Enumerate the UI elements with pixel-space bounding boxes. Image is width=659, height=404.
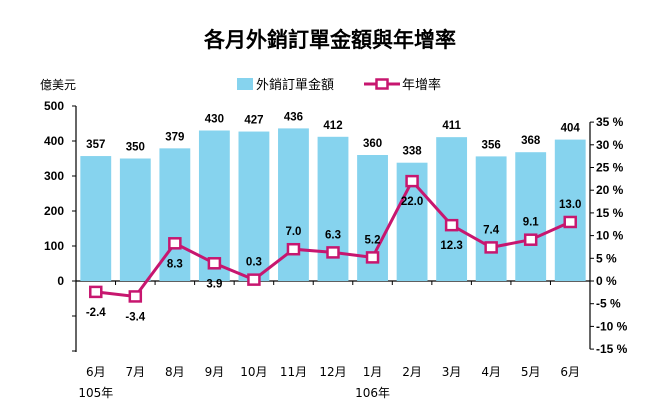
bar (475, 156, 507, 281)
bar (238, 131, 270, 281)
growth-value-label: 7.4 (483, 224, 500, 236)
right-axis-tick-label: -15 % (596, 342, 628, 356)
category-label: 6月 (86, 365, 106, 379)
category-label: 12月 (319, 365, 346, 379)
right-axis-tick-label: 30 % (596, 138, 624, 152)
legend-line-label: 年增率 (402, 77, 441, 93)
bar-value-label: 379 (165, 131, 184, 143)
growth-value-label: -3.4 (125, 311, 145, 323)
bar-value-label: 412 (323, 120, 342, 132)
right-axis-tick-label: 0 % (596, 274, 617, 288)
legend: 外銷訂單金額 年增率 (237, 77, 441, 93)
growth-value-label: 3.9 (206, 278, 222, 290)
growth-marker (484, 241, 498, 254)
growth-marker (326, 246, 340, 259)
growth-value-label: 0.3 (246, 257, 262, 269)
category-label: 1月 (363, 365, 383, 379)
growth-marker (286, 242, 301, 256)
growth-marker (207, 257, 222, 270)
category-label: 9月 (205, 365, 225, 379)
bar-value-label: 360 (363, 138, 382, 150)
category-label: 6月 (560, 365, 580, 379)
bar (80, 156, 112, 281)
bar-value-label: 404 (561, 123, 581, 135)
growth-value-label: 9.1 (523, 217, 540, 229)
bar-value-label: 411 (442, 120, 461, 132)
legend-bar-label: 外銷訂單金額 (256, 77, 334, 93)
left-axis-tick-label: 200 (44, 204, 64, 218)
bar (198, 130, 230, 281)
growth-value-label: 8.3 (167, 258, 183, 270)
right-axis-tick-label: -10 % (596, 319, 628, 333)
axes: 500 400 300 200 100 0 35 % 30 % 25 % 20 % 15 % 10 %… (44, 99, 628, 400)
growth-marker (89, 285, 103, 299)
bar (515, 152, 547, 281)
right-axis-tick-label: 35 % (596, 115, 624, 129)
bar (119, 158, 151, 281)
right-axis-tick-label: -5 % (596, 297, 621, 311)
bar-value-label: 338 (402, 146, 422, 158)
category-label: 2月 (402, 365, 422, 379)
right-axis-tick-label: 5 % (596, 251, 617, 265)
growth-marker (168, 237, 182, 250)
growth-marker (444, 218, 459, 232)
right-axis-tick-label: 25 % (596, 161, 624, 175)
growth-marker (247, 273, 261, 286)
growth-marker (365, 251, 380, 264)
category-label: 10月 (240, 365, 267, 379)
legend-bar-swatch (237, 78, 253, 90)
growth-marker (523, 233, 538, 246)
right-axis-tick-label: 15 % (596, 206, 624, 220)
category-label: 5月 (521, 365, 541, 379)
bar (436, 137, 468, 281)
growth-value-label: 6.3 (325, 229, 341, 241)
bars (80, 128, 586, 281)
category-label: 11月 (280, 365, 307, 379)
growth-value-label: -2.4 (86, 307, 106, 319)
bar-value-label: 436 (284, 111, 303, 123)
growth-value-label: 5.2 (365, 234, 381, 246)
bar (554, 139, 586, 281)
bar-value-label: 427 (244, 115, 263, 127)
left-axis-tick-label: 100 (44, 239, 64, 253)
bar-value-label: 430 (205, 114, 224, 126)
data-labels: 357 350 379 430 427 436 412 360 338 411 356 368 404 -… (86, 111, 582, 323)
growth-value-label: 7.0 (285, 226, 301, 238)
category-label: 4月 (481, 365, 501, 379)
growth-marker (128, 290, 143, 303)
growth-line (89, 174, 577, 303)
left-axis-tick-label: 0 (57, 274, 64, 288)
chart-title: 各月外銷訂單金額與年增率 (203, 27, 456, 52)
left-axis-tick-label: 300 (44, 169, 64, 183)
growth-marker (405, 174, 419, 188)
legend-line-marker (375, 78, 389, 90)
category-label: 3月 (442, 365, 462, 379)
year-label: 105年 (78, 386, 113, 400)
growth-marker (563, 215, 577, 229)
growth-value-label: 12.3 (440, 240, 462, 252)
bar-value-label: 368 (521, 135, 541, 147)
bar-value-label: 356 (482, 139, 501, 151)
growth-value-label: 22.0 (401, 196, 423, 208)
left-axis-unit: 億美元 (40, 78, 76, 92)
left-axis-tick-label: 500 (44, 99, 64, 113)
right-axis-tick-label: 20 % (596, 183, 624, 197)
category-label: 8月 (165, 365, 185, 379)
bar-value-label: 357 (86, 139, 105, 151)
year-label: 106年 (355, 386, 390, 400)
category-label: 7月 (125, 365, 145, 379)
right-axis-tick-label: 10 % (596, 229, 624, 243)
bar-value-label: 350 (126, 142, 145, 154)
left-axis-tick-label: 400 (44, 134, 64, 148)
bar (317, 136, 349, 281)
growth-value-label: 13.0 (559, 199, 581, 211)
